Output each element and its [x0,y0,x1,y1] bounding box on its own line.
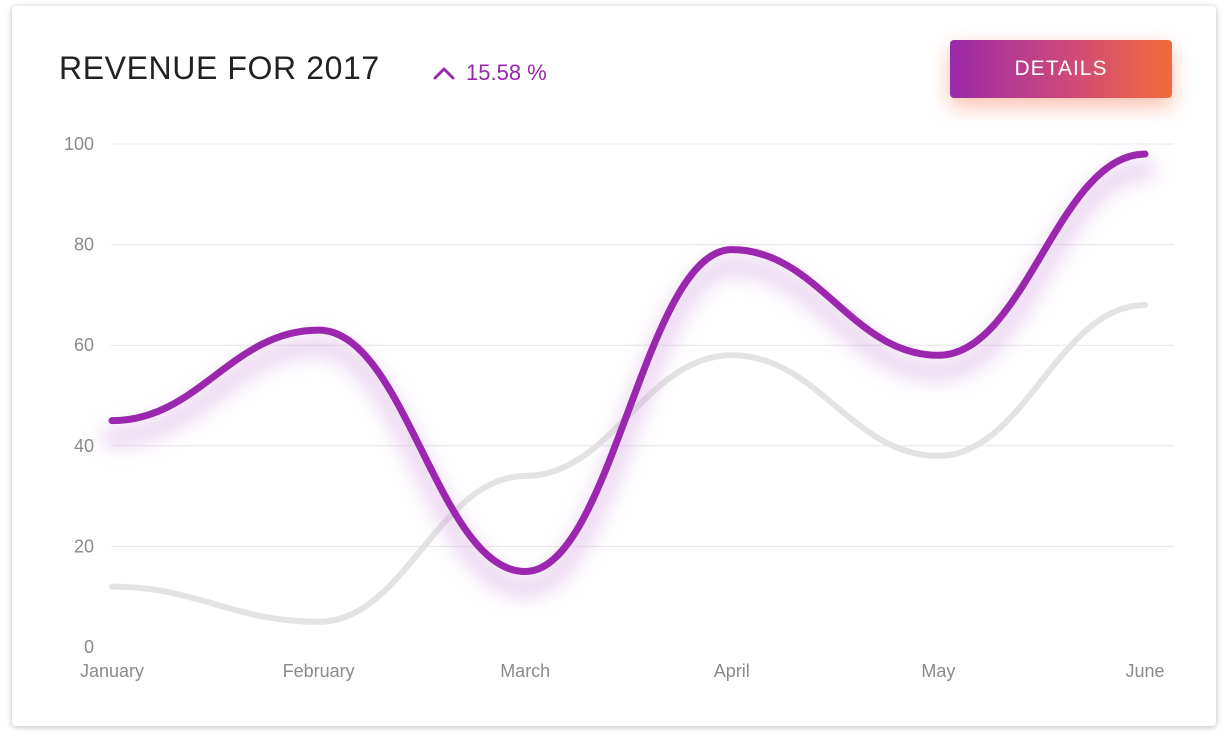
revenue-card: REVENUE FOR 2017 15.58 % DETAILS 0 20 40 60… [12,6,1216,726]
comparison-line-point[interactable] [928,446,948,466]
y-tick-label: 20 [74,536,94,556]
revenue-2017-line-point[interactable] [928,345,948,365]
x-axis: January February March April May June [80,661,1165,681]
chevron-up-icon [433,67,455,80]
y-tick-label: 80 [74,235,94,255]
revenue-2017-line-shadow [101,159,1156,599]
change-percentage: 15.58 % [466,60,547,85]
y-tick-label: 60 [74,335,94,355]
line-chart: 0 20 40 60 80 100 January February March April Ma… [64,134,1174,681]
chart-title: REVENUE FOR 2017 [59,50,380,86]
revenue-2017-line-point[interactable] [515,562,535,582]
x-tick-label: June [1125,661,1164,681]
details-button[interactable]: DETAILS [950,40,1172,98]
revenue-2017-line-point[interactable] [722,240,742,260]
series-lines [101,144,1156,632]
x-tick-label: March [500,661,550,681]
comparison-line-point[interactable] [102,577,122,597]
y-tick-label: 0 [84,637,94,657]
comparison-line-point[interactable] [309,612,329,632]
x-tick-label: January [80,661,144,681]
y-axis: 0 20 40 60 80 100 [64,134,94,657]
comparison-line-point[interactable] [722,345,742,365]
x-tick-label: February [283,661,355,681]
revenue-2017-line [108,150,1149,576]
x-tick-label: May [921,661,955,681]
revenue-2017-line-point[interactable] [102,411,122,431]
y-tick-label: 40 [74,436,94,456]
revenue-change: 15.58 % [432,60,547,86]
x-tick-label: April [714,661,750,681]
revenue-2017-line-point[interactable] [1135,144,1155,164]
comparison-line-point[interactable] [515,466,535,486]
revenue-2017-line-point[interactable] [309,320,329,340]
y-tick-label: 100 [64,134,94,154]
comparison-line-point[interactable] [1135,295,1155,315]
